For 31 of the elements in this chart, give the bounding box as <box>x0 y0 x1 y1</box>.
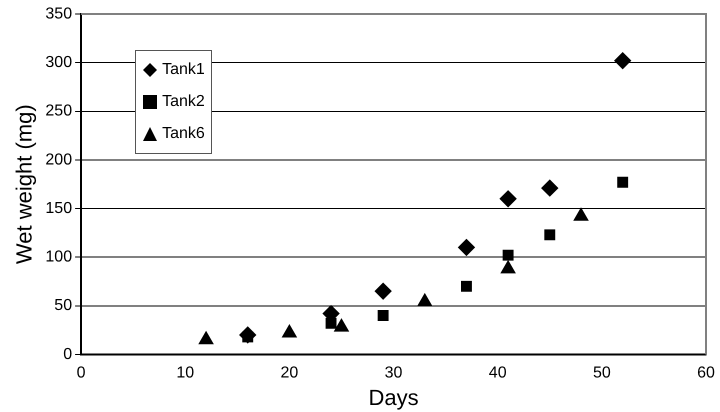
x-tick-label: 40 <box>488 364 507 382</box>
x-tick-label: 60 <box>697 364 715 382</box>
x-tick-label: 20 <box>280 364 298 382</box>
y-tick-label: 50 <box>54 297 72 314</box>
y-tick-label: 300 <box>45 54 72 72</box>
point <box>500 190 517 208</box>
x-tick-label: 0 <box>76 364 86 382</box>
y-axis-title: Wet weight (mg) <box>11 104 36 264</box>
point <box>461 280 472 292</box>
point <box>541 180 558 197</box>
point <box>614 52 632 70</box>
legend-label: Tank2 <box>162 93 205 111</box>
point <box>374 282 392 300</box>
y-tick-label: 0 <box>63 346 72 363</box>
point <box>458 238 475 256</box>
x-tick-label: 30 <box>384 364 403 382</box>
point <box>544 229 556 240</box>
x-tick-label: 50 <box>592 364 611 382</box>
point <box>326 318 337 329</box>
point <box>378 310 389 321</box>
y-tick-label: 250 <box>45 102 72 120</box>
point <box>502 250 514 261</box>
legend-label: Tank1 <box>162 61 205 79</box>
x-axis-title: Days <box>368 384 419 410</box>
x-tick-label: 10 <box>176 364 194 382</box>
y-tick-label: 200 <box>45 151 72 168</box>
y-tick-label: 350 <box>45 5 72 22</box>
legend-label: Tank6 <box>162 125 205 143</box>
point <box>617 176 628 188</box>
y-tick-label: 100 <box>45 248 72 266</box>
y-tick-label: 150 <box>45 200 72 217</box>
